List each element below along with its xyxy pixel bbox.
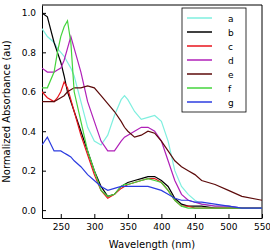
legend-label: g (228, 98, 234, 108)
legend-label: a (228, 14, 234, 24)
y-tick: 0.8 (22, 48, 46, 58)
x-tick: 550 (254, 214, 270, 232)
legend-label: c (228, 42, 233, 52)
series-line (42, 37, 262, 209)
tick-mark (262, 214, 263, 218)
series-line (42, 86, 262, 200)
frame (42, 5, 262, 6)
tick-mark (42, 171, 46, 172)
tick-label: 550 (254, 222, 270, 232)
x-tick: 300 (86, 214, 103, 232)
tick-label: 350 (120, 222, 137, 232)
x-tick: 250 (53, 214, 70, 232)
tick-mark (228, 214, 229, 218)
legend-label: f (228, 84, 232, 94)
tick-label: 0.0 (22, 205, 37, 215)
legend-swatch (187, 73, 212, 75)
y-axis-title: Normalized Absorbance (au) (1, 40, 12, 183)
x-tick: 500 (220, 214, 237, 232)
tick-label: 0.4 (22, 127, 37, 137)
axis-line (43, 218, 263, 219)
x-tick: 450 (187, 214, 204, 232)
legend-swatch (187, 31, 212, 33)
series-line (42, 137, 262, 208)
tick-label: 0.2 (22, 166, 36, 176)
tick-label: 300 (86, 222, 103, 232)
legend-swatch (187, 45, 212, 47)
legend: abcdefg (182, 8, 246, 112)
tick-label: 0.8 (22, 48, 37, 58)
tick-mark (195, 214, 196, 218)
legend-swatch (187, 59, 212, 61)
y-axis: 0.0 0.2 0.4 0.6 0.8 1.0 (22, 6, 46, 219)
x-tick: 350 (120, 214, 137, 232)
tick-mark (128, 214, 129, 218)
tick-mark (94, 214, 95, 218)
tick-label: 500 (220, 222, 237, 232)
tick-label: 0.6 (22, 87, 37, 97)
tick-mark (61, 214, 62, 218)
legend-label: b (228, 28, 234, 38)
tick-mark (42, 52, 46, 53)
legend-swatch (187, 87, 212, 89)
legend-label: e (228, 70, 234, 80)
plot: 250 300 350 400 450 500 550 0.0 0.2 0.4 0.6 0.8 1.0 (22, 5, 270, 232)
frame (262, 5, 263, 218)
x-axis: 250 300 350 400 450 500 550 (43, 214, 270, 232)
tick-label: 400 (153, 222, 170, 232)
tick-mark (42, 210, 46, 211)
legend-label: d (228, 56, 234, 66)
y-tick: 0.4 (22, 127, 46, 137)
tick-label: 1.0 (22, 8, 37, 18)
tick-label: 450 (187, 222, 204, 232)
tick-mark (161, 214, 162, 218)
axis-line (42, 6, 43, 219)
series-line (42, 82, 262, 208)
legend-swatch (187, 17, 212, 19)
tick-mark (42, 131, 46, 132)
legend-swatch (187, 101, 212, 103)
chart: 250 300 350 400 450 500 550 0.0 0.2 0.4 0.6 0.8 1.0 W… (0, 0, 270, 252)
y-tick: 0.2 (22, 166, 46, 176)
x-axis-title: Wavelength (nm) (109, 239, 195, 250)
series-line (42, 29, 262, 208)
tick-label: 250 (53, 222, 70, 232)
series-line (42, 21, 262, 208)
x-tick: 400 (153, 214, 170, 232)
legend-box (182, 8, 246, 112)
y-tick: 0.0 (22, 205, 46, 215)
